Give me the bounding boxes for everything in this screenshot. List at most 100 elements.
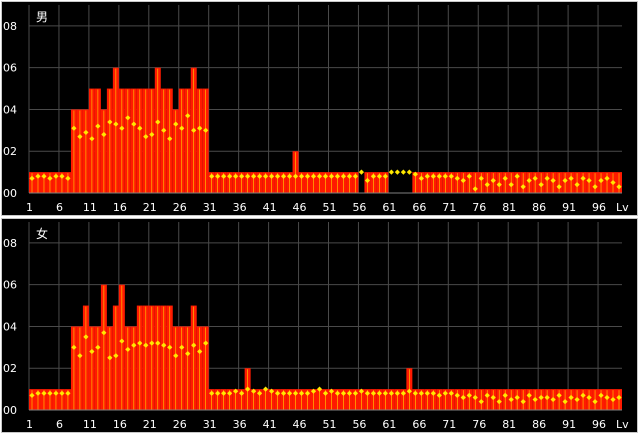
point-marker xyxy=(526,392,532,398)
point-marker xyxy=(610,396,616,403)
point-marker xyxy=(29,175,35,181)
point-marker xyxy=(358,169,365,175)
point-marker xyxy=(568,394,574,401)
x-tick-label: 1 xyxy=(26,418,33,431)
point-marker xyxy=(322,173,329,179)
point-marker xyxy=(376,173,383,179)
point-marker xyxy=(209,173,215,179)
point-marker xyxy=(227,390,233,396)
point-marker xyxy=(101,131,107,138)
point-marker xyxy=(167,344,173,350)
point-marker xyxy=(472,186,478,192)
x-tick-label: 6 xyxy=(56,201,63,214)
point-marker xyxy=(364,390,371,396)
point-marker xyxy=(562,399,568,405)
point-marker xyxy=(406,388,412,394)
x-tick-label: 21 xyxy=(143,418,157,431)
point-marker xyxy=(155,119,161,125)
point-marker xyxy=(304,390,311,396)
point-marker xyxy=(179,125,185,131)
point-marker xyxy=(274,173,281,179)
chart-title: 女 xyxy=(36,226,48,241)
point-marker xyxy=(376,390,383,396)
point-marker xyxy=(89,348,95,355)
point-marker xyxy=(514,394,520,401)
y-tick-label: 08 xyxy=(3,237,17,250)
point-marker xyxy=(394,390,400,396)
point-marker xyxy=(65,390,71,396)
point-marker xyxy=(161,127,167,133)
y-tick-label: 00 xyxy=(3,187,17,200)
x-tick-label: 56 xyxy=(352,201,366,214)
point-marker xyxy=(95,123,101,129)
x-tick-label: 56 xyxy=(352,418,366,431)
point-marker xyxy=(257,173,263,179)
x-tick-label: 41 xyxy=(263,418,277,431)
x-tick-label: 46 xyxy=(293,201,307,214)
point-marker xyxy=(328,388,335,394)
x-tick-label: 91 xyxy=(562,201,576,214)
point-marker xyxy=(436,173,442,179)
point-marker xyxy=(161,342,167,348)
point-marker xyxy=(352,173,359,179)
point-marker xyxy=(113,353,119,359)
x-tick-label: 6 xyxy=(56,418,63,431)
point-marker xyxy=(574,396,580,403)
point-marker xyxy=(556,392,562,398)
point-marker xyxy=(418,390,424,396)
point-marker xyxy=(179,344,185,350)
point-marker xyxy=(292,390,299,396)
x-tick-label: 61 xyxy=(382,201,396,214)
point-marker xyxy=(245,386,251,392)
point-marker xyxy=(550,177,556,184)
point-marker xyxy=(388,169,394,175)
point-marker xyxy=(382,173,388,179)
point-marker xyxy=(484,392,490,398)
x-tick-label: 86 xyxy=(532,201,546,214)
point-marker xyxy=(131,121,137,127)
point-marker xyxy=(221,390,227,396)
y-tick-label: 06 xyxy=(3,62,17,75)
x-tick-label: 51 xyxy=(322,418,336,431)
x-tick-label: 66 xyxy=(412,201,426,214)
point-marker xyxy=(77,353,83,359)
point-marker xyxy=(616,184,622,190)
y-tick-label: 04 xyxy=(3,320,17,333)
x-tick-label: 51 xyxy=(322,201,336,214)
x-tick-label: 36 xyxy=(233,201,247,214)
point-marker xyxy=(460,394,466,401)
point-marker xyxy=(352,390,359,396)
point-marker xyxy=(185,113,191,119)
point-marker xyxy=(83,129,89,136)
point-marker xyxy=(268,173,275,179)
point-marker xyxy=(59,390,65,396)
point-marker xyxy=(131,342,137,348)
point-marker xyxy=(604,394,610,401)
point-marker xyxy=(239,173,245,179)
x-tick-label: 76 xyxy=(472,418,486,431)
x-tick-label: 46 xyxy=(293,418,307,431)
x-tick-label: Lv xyxy=(616,201,629,214)
point-marker xyxy=(95,344,101,350)
point-marker xyxy=(346,173,353,179)
point-marker xyxy=(502,392,508,398)
point-marker xyxy=(268,388,275,394)
x-tick-label: Lv xyxy=(616,418,629,431)
point-marker xyxy=(508,396,514,403)
point-marker xyxy=(77,134,83,140)
point-marker xyxy=(47,390,53,396)
point-marker xyxy=(460,177,466,184)
point-marker xyxy=(502,175,508,181)
point-marker xyxy=(245,173,251,179)
point-marker xyxy=(41,390,47,396)
point-marker xyxy=(544,394,550,401)
point-marker xyxy=(424,173,430,179)
point-marker xyxy=(263,173,269,179)
point-marker xyxy=(53,390,59,396)
point-marker xyxy=(436,392,442,398)
y-tick-label: 02 xyxy=(3,362,17,375)
point-marker xyxy=(209,390,215,396)
point-marker xyxy=(221,173,227,179)
point-marker xyxy=(334,390,341,396)
